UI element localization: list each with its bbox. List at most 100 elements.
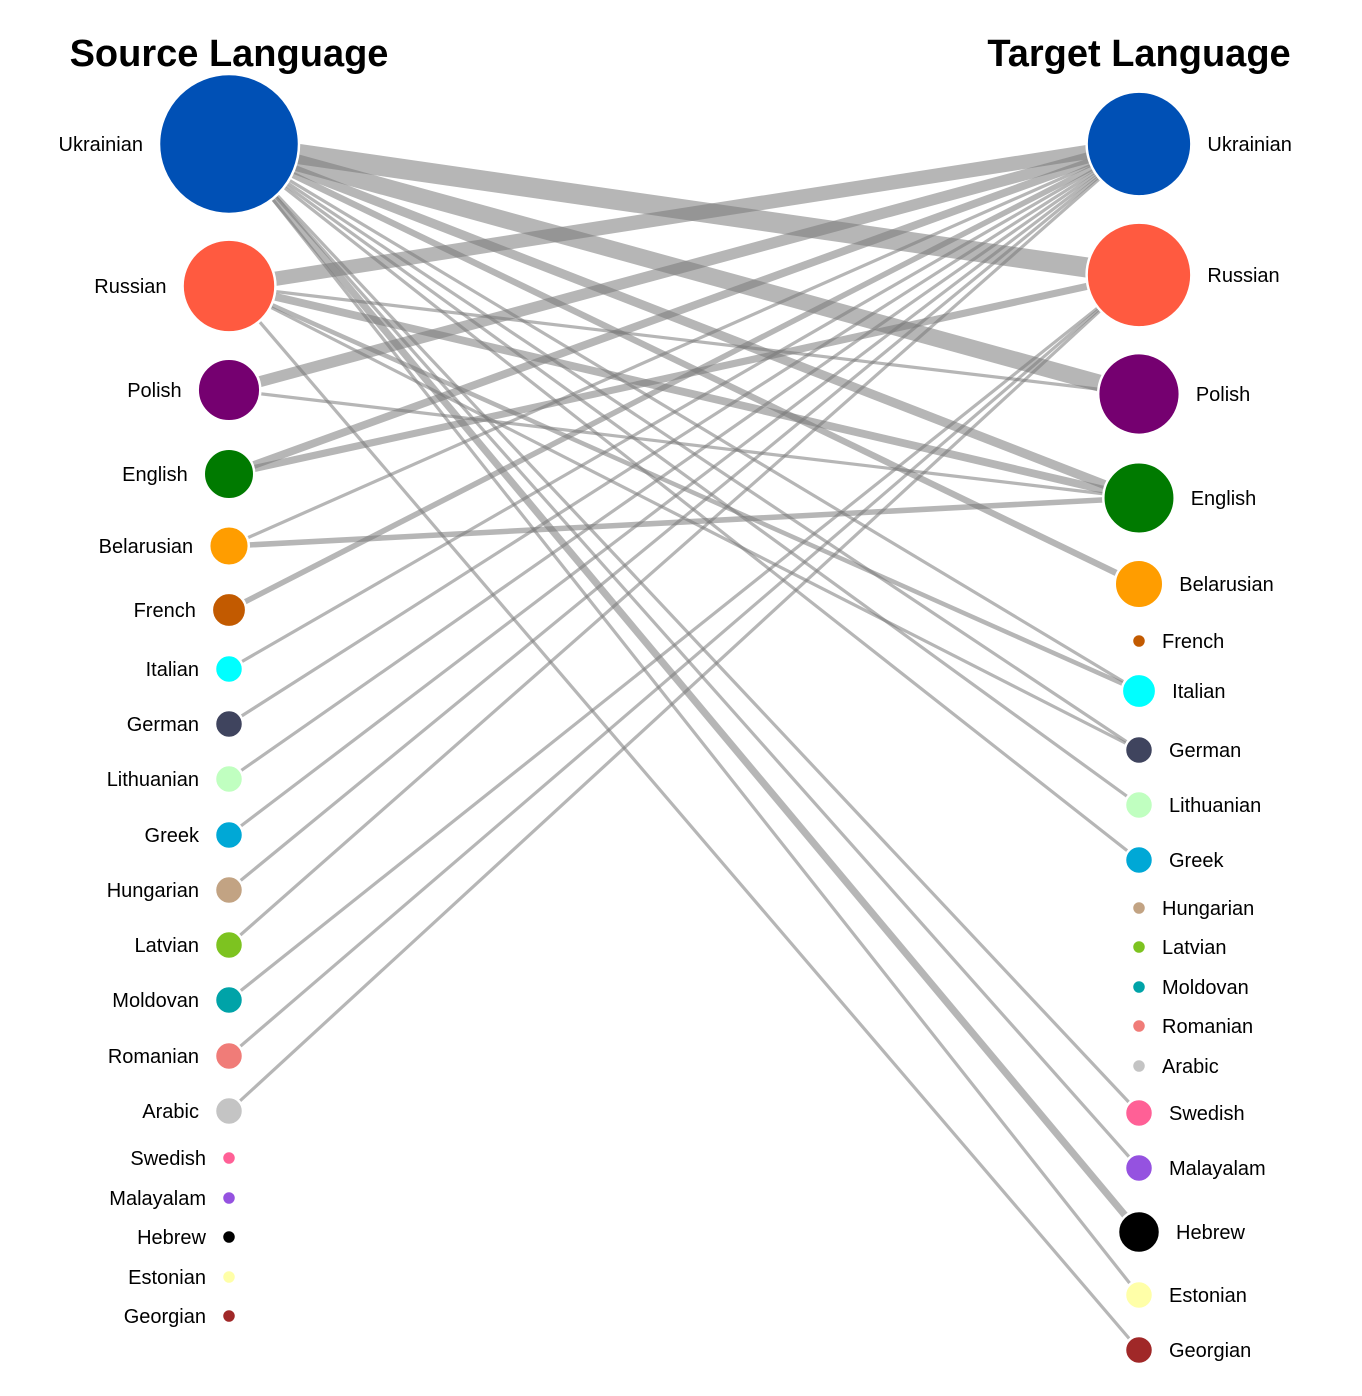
source-label-romanian: Romanian: [108, 1046, 199, 1068]
target-node-circle-georgian[interactable]: [1123, 1334, 1155, 1366]
source-node-polish[interactable]: Polish: [127, 357, 262, 423]
source-node-malayalam[interactable]: Malayalam: [109, 1188, 238, 1210]
target-node-circle-arabic[interactable]: [1130, 1057, 1148, 1075]
source-node-russian[interactable]: Russian: [94, 238, 277, 334]
source-node-french[interactable]: French: [134, 591, 248, 629]
target-node-romanian[interactable]: Romanian: [1130, 1016, 1253, 1038]
target-label-italian: Italian: [1172, 681, 1225, 703]
source-node-moldovan[interactable]: Moldovan: [112, 984, 245, 1016]
source-node-circle-romanian[interactable]: [213, 1040, 245, 1072]
source-node-latvian[interactable]: Latvian: [135, 929, 245, 961]
source-node-circle-lithuanian[interactable]: [213, 763, 245, 795]
source-node-circle-russian[interactable]: [181, 238, 277, 334]
source-node-belarusian[interactable]: Belarusian: [99, 524, 251, 568]
target-node-circle-belarusian[interactable]: [1113, 558, 1165, 610]
target-node-circle-italian[interactable]: [1120, 672, 1158, 710]
source-label-moldovan: Moldovan: [112, 990, 199, 1012]
target-node-hungarian[interactable]: Hungarian: [1130, 898, 1254, 920]
link-polish-to-english: [228, 388, 1140, 500]
source-node-circle-belarusian[interactable]: [207, 524, 251, 568]
source-label-estonian: Estonian: [128, 1267, 206, 1289]
source-node-circle-georgian[interactable]: [220, 1307, 238, 1325]
source-node-german[interactable]: German: [127, 708, 245, 740]
target-node-ukrainian[interactable]: Ukrainian: [1085, 90, 1292, 198]
source-label-hebrew: Hebrew: [137, 1227, 206, 1249]
target-node-circle-german[interactable]: [1123, 734, 1155, 766]
target-node-estonian[interactable]: Estonian: [1123, 1279, 1247, 1311]
target-node-swedish[interactable]: Swedish: [1123, 1097, 1245, 1129]
link-ukrainian-to-malayalam: [227, 142, 1141, 1170]
source-node-circle-estonian[interactable]: [220, 1268, 238, 1286]
target-node-english[interactable]: English: [1102, 461, 1256, 535]
target-node-italian[interactable]: Italian: [1120, 672, 1226, 710]
source-node-circle-latvian[interactable]: [213, 929, 245, 961]
source-node-lithuanian[interactable]: Lithuanian: [107, 763, 245, 795]
link-romanian-to-russian: [227, 273, 1141, 1058]
source-node-estonian[interactable]: Estonian: [128, 1267, 238, 1289]
target-node-circle-english[interactable]: [1102, 461, 1176, 535]
link-ukrainian-to-english: [227, 139, 1141, 503]
source-node-circle-greek[interactable]: [213, 819, 245, 851]
target-node-russian[interactable]: Russian: [1085, 221, 1280, 329]
source-label-french: French: [134, 600, 196, 622]
target-node-arabic[interactable]: Arabic: [1130, 1056, 1219, 1078]
target-node-georgian[interactable]: Georgian: [1123, 1334, 1251, 1366]
target-node-german[interactable]: German: [1123, 734, 1241, 766]
target-node-malayalam[interactable]: Malayalam: [1123, 1152, 1266, 1184]
source-node-circle-swedish[interactable]: [220, 1149, 238, 1167]
source-node-circle-malayalam[interactable]: [220, 1189, 238, 1207]
source-node-circle-english[interactable]: [202, 447, 256, 501]
link-russian-to-polish: [228, 284, 1140, 396]
source-node-hebrew[interactable]: Hebrew: [137, 1227, 238, 1249]
source-node-circle-italian[interactable]: [213, 653, 245, 685]
source-node-hungarian[interactable]: Hungarian: [107, 874, 245, 906]
source-node-circle-arabic[interactable]: [213, 1095, 245, 1127]
target-node-hebrew[interactable]: Hebrew: [1116, 1209, 1245, 1255]
target-node-circle-ukrainian[interactable]: [1085, 90, 1193, 198]
target-node-circle-polish[interactable]: [1096, 351, 1182, 437]
source-node-circle-german[interactable]: [213, 708, 245, 740]
target-node-circle-greek[interactable]: [1123, 844, 1155, 876]
source-node-circle-moldovan[interactable]: [213, 984, 245, 1016]
source-node-georgian[interactable]: Georgian: [124, 1306, 238, 1328]
source-label-swedish: Swedish: [130, 1148, 206, 1170]
target-node-circle-swedish[interactable]: [1123, 1097, 1155, 1129]
target-node-circle-hebrew[interactable]: [1116, 1209, 1162, 1255]
source-node-romanian[interactable]: Romanian: [108, 1040, 245, 1072]
source-node-circle-hungarian[interactable]: [213, 874, 245, 906]
target-node-french[interactable]: French: [1130, 631, 1224, 653]
source-node-swedish[interactable]: Swedish: [130, 1148, 238, 1170]
source-node-arabic[interactable]: Arabic: [142, 1095, 245, 1127]
target-node-latvian[interactable]: Latvian: [1130, 937, 1227, 959]
target-node-circle-lithuanian[interactable]: [1123, 789, 1155, 821]
target-label-polish: Polish: [1196, 384, 1250, 406]
source-node-italian[interactable]: Italian: [146, 653, 245, 685]
target-node-circle-latvian[interactable]: [1130, 938, 1148, 956]
target-node-belarusian[interactable]: Belarusian: [1113, 558, 1274, 610]
target-label-latvian: Latvian: [1162, 937, 1227, 959]
target-node-polish[interactable]: Polish: [1096, 351, 1250, 437]
source-node-circle-hebrew[interactable]: [220, 1228, 238, 1246]
target-node-circle-romanian[interactable]: [1130, 1017, 1148, 1035]
target-node-circle-russian[interactable]: [1085, 221, 1193, 329]
source-node-greek[interactable]: Greek: [145, 819, 245, 851]
target-node-circle-moldovan[interactable]: [1130, 978, 1148, 996]
target-node-lithuanian[interactable]: Lithuanian: [1123, 789, 1261, 821]
target-node-circle-estonian[interactable]: [1123, 1279, 1155, 1311]
source-node-circle-polish[interactable]: [196, 357, 262, 423]
link-ukrainian-to-belarusian: [227, 141, 1141, 587]
source-node-circle-ukrainian[interactable]: [157, 72, 301, 216]
link-polish-to-ukrainian: [227, 138, 1141, 396]
source-node-circle-french[interactable]: [210, 591, 248, 629]
target-node-greek[interactable]: Greek: [1123, 844, 1224, 876]
target-node-circle-malayalam[interactable]: [1123, 1152, 1155, 1184]
source-node-ukrainian[interactable]: Ukrainian: [59, 72, 301, 216]
source-node-english[interactable]: English: [122, 447, 256, 501]
target-node-circle-french[interactable]: [1130, 632, 1148, 650]
target-node-moldovan[interactable]: Moldovan: [1130, 977, 1249, 999]
link-latvian-to-ukrainian: [227, 142, 1141, 947]
target-node-circle-hungarian[interactable]: [1130, 899, 1148, 917]
link-belarusian-to-ukrainian: [228, 142, 1140, 548]
link-arabic-to-russian: [227, 273, 1141, 1113]
